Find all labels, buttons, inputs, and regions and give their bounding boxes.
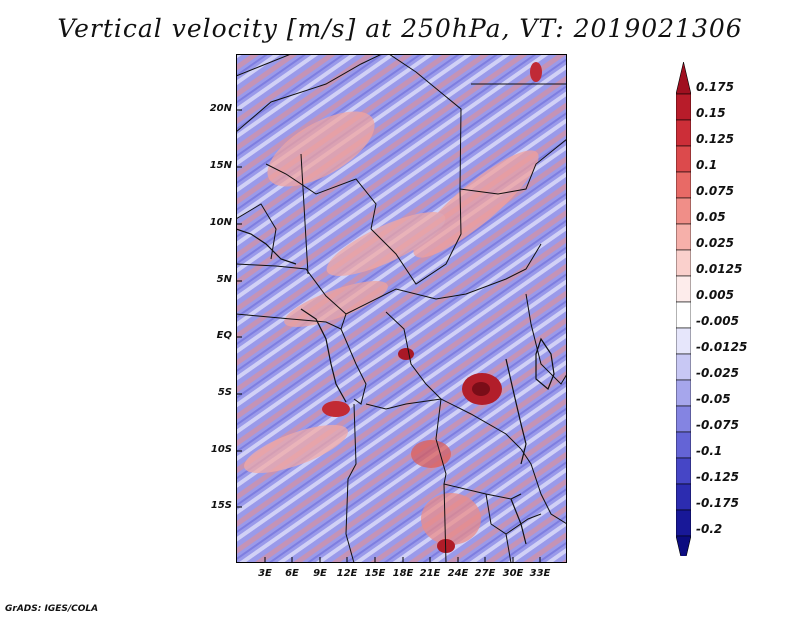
lat-label-15s: 15S bbox=[210, 500, 232, 511]
colorbar-segment bbox=[676, 405, 691, 433]
colorbar-segment bbox=[676, 171, 691, 199]
colorbar-label: -0.2 bbox=[696, 522, 723, 536]
colorbar-segment bbox=[676, 457, 691, 485]
lat-label-5n: 5N bbox=[216, 274, 232, 285]
colorbar-segment bbox=[676, 275, 691, 303]
colorbar-label: -0.005 bbox=[696, 314, 739, 328]
colorbar-segment bbox=[676, 223, 691, 251]
map-canvas bbox=[236, 54, 567, 563]
colorbar-segment bbox=[676, 145, 691, 173]
colorbar-label: 0.005 bbox=[696, 288, 734, 302]
lat-label-20n: 20N bbox=[209, 103, 232, 114]
colorbar-segment bbox=[676, 535, 691, 556]
colorbar-segment bbox=[676, 379, 691, 407]
colorbar-label: -0.1 bbox=[696, 444, 723, 458]
lon-label-18e: 18E bbox=[392, 568, 414, 579]
lon-label-9e: 9E bbox=[313, 568, 327, 579]
colorbar-label: -0.175 bbox=[696, 496, 739, 510]
credit-text: GrADS: IGES/COLA bbox=[5, 604, 99, 614]
colorbar-segment bbox=[676, 483, 691, 511]
colorbar bbox=[676, 62, 691, 556]
country-borders bbox=[236, 54, 567, 563]
lon-label-27e: 27E bbox=[474, 568, 496, 579]
colorbar-label: 0.05 bbox=[696, 210, 726, 224]
lon-label-30e: 30E bbox=[502, 568, 524, 579]
colorbar-label: -0.025 bbox=[696, 366, 739, 380]
colorbar-label: 0.175 bbox=[696, 80, 734, 94]
colorbar-segment bbox=[676, 327, 691, 355]
lon-label-3e: 3E bbox=[258, 568, 272, 579]
lon-label-15e: 15E bbox=[364, 568, 386, 579]
colorbar-segment bbox=[676, 93, 691, 121]
colorbar-label: -0.0125 bbox=[696, 340, 748, 354]
lat-label-10s: 10S bbox=[210, 444, 232, 455]
colorbar-label: 0.0125 bbox=[696, 262, 743, 276]
lat-label-15n: 15N bbox=[209, 160, 232, 171]
lat-ticks bbox=[236, 109, 242, 508]
colorbar-segment bbox=[676, 353, 691, 381]
lat-label-eq: EQ bbox=[216, 330, 232, 341]
colorbar-segments bbox=[676, 62, 691, 556]
map-frame bbox=[236, 54, 567, 563]
map-panel bbox=[236, 54, 567, 563]
colorbar-label: 0.025 bbox=[696, 236, 734, 250]
colorbar-segment bbox=[676, 197, 691, 225]
colorbar-label: -0.075 bbox=[696, 418, 739, 432]
strong-ascent-cores bbox=[322, 62, 542, 553]
coastline-lakes bbox=[236, 228, 555, 545]
chart-title: Vertical velocity [m/s] at 250hPa, VT: 2… bbox=[57, 14, 743, 43]
colorbar-segment bbox=[676, 509, 691, 537]
lon-ticks bbox=[264, 557, 541, 563]
colorbar-label: 0.1 bbox=[696, 158, 718, 172]
lon-label-6e: 6E bbox=[285, 568, 299, 579]
colorbar-segment bbox=[676, 62, 691, 95]
colorbar-label: 0.125 bbox=[696, 132, 734, 146]
lon-label-24e: 24E bbox=[447, 568, 469, 579]
lon-label-21e: 21E bbox=[419, 568, 441, 579]
colorbar-label: 0.075 bbox=[696, 184, 734, 198]
colorbar-segment bbox=[676, 301, 691, 329]
colorbar-segment bbox=[676, 249, 691, 277]
colorbar-label: 0.15 bbox=[696, 106, 726, 120]
lat-label-5s: 5S bbox=[217, 387, 232, 398]
lon-label-12e: 12E bbox=[336, 568, 358, 579]
colorbar-label: -0.05 bbox=[696, 392, 731, 406]
colorbar-segment bbox=[676, 119, 691, 147]
velocity-field bbox=[236, 54, 567, 563]
colorbar-label: -0.125 bbox=[696, 470, 739, 484]
lat-label-10n: 10N bbox=[209, 217, 232, 228]
lon-label-33e: 33E bbox=[529, 568, 551, 579]
colorbar-segment bbox=[676, 431, 691, 459]
